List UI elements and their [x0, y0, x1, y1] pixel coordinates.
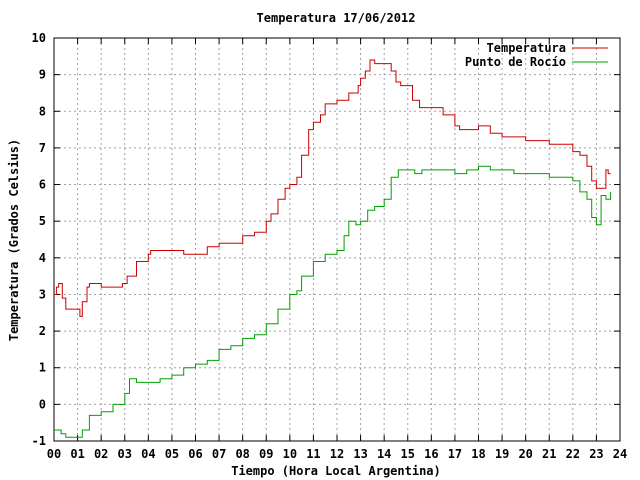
series-lines: [54, 59, 612, 438]
x-tick-label: 03: [118, 447, 132, 461]
x-tick-label: 02: [94, 447, 108, 461]
x-tick-label: 15: [401, 447, 415, 461]
x-tick-label: 21: [542, 447, 556, 461]
y-tick-label: 3: [39, 287, 46, 301]
x-tick-label: 14: [377, 447, 391, 461]
y-tick-label: 7: [39, 141, 46, 155]
x-axis-label: Tiempo (Hora Local Argentina): [231, 464, 441, 478]
x-tick-label: 23: [589, 447, 603, 461]
x-tick-label: 00: [47, 447, 61, 461]
y-tick-label: 8: [39, 104, 46, 118]
x-tick-label: 13: [353, 447, 367, 461]
y-tick-label: 2: [39, 324, 46, 338]
series-line-temperatura: [54, 59, 611, 317]
y-tick-label: 9: [39, 68, 46, 82]
x-tick-label: 05: [165, 447, 179, 461]
legend-label-punto-de-rocio: Punto de Rocío: [465, 55, 566, 69]
x-tick-label: 08: [235, 447, 249, 461]
plot-frame: [53, 37, 621, 442]
grid: [54, 38, 620, 441]
y-tick-label: 4: [39, 251, 46, 265]
y-axis-label: Temperatura (Grados Celsius): [7, 139, 21, 341]
y-tick-label: -1: [32, 434, 46, 448]
x-tick-label: 18: [471, 447, 485, 461]
x-tick-label: 12: [330, 447, 344, 461]
legend-label-temperatura: Temperatura: [487, 41, 566, 55]
chart-title: Temperatura 17/06/2012: [257, 11, 416, 25]
x-tick-label: 22: [566, 447, 580, 461]
x-tick-label: 24: [613, 447, 627, 461]
x-tick-label: 07: [212, 447, 226, 461]
x-tick-label: 01: [70, 447, 84, 461]
x-tick-label: 06: [188, 447, 202, 461]
y-tick-label: 5: [39, 214, 46, 228]
x-tick-label: 10: [283, 447, 297, 461]
x-tick-label: 19: [495, 447, 509, 461]
x-tick-label: 11: [306, 447, 320, 461]
x-tick-label: 09: [259, 447, 273, 461]
y-tick-label: 0: [39, 397, 46, 411]
y-tick-label: 6: [39, 178, 46, 192]
x-tick-label: 04: [141, 447, 155, 461]
y-tick-label: 1: [39, 361, 46, 375]
series-line-punto-de-rocio: [54, 165, 612, 438]
x-tick-label: 16: [424, 447, 438, 461]
y-tick-label: 10: [32, 31, 46, 45]
axes: 00 01 02 03 04 05 06 07 08 09 10 11 12 13 14 15 16 17 18 19…: [32, 31, 628, 461]
x-tick-label: 17: [448, 447, 462, 461]
x-tick-label: 20: [518, 447, 532, 461]
